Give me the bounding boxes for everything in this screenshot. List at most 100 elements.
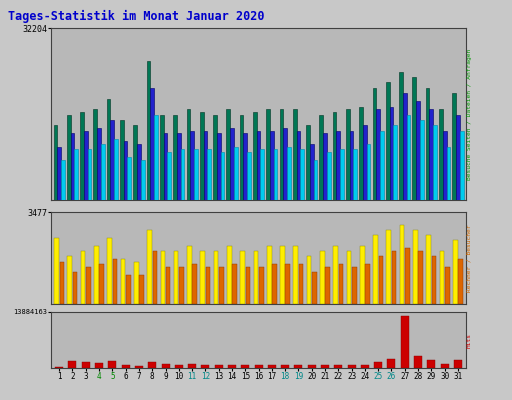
Bar bbox=[228, 364, 236, 368]
Bar bbox=[246, 267, 250, 304]
Bar bbox=[333, 112, 336, 200]
Bar bbox=[134, 262, 139, 304]
Bar bbox=[230, 128, 234, 200]
Bar bbox=[388, 359, 395, 368]
Bar bbox=[188, 364, 196, 368]
Bar bbox=[127, 157, 131, 200]
Bar bbox=[281, 365, 289, 368]
Bar bbox=[82, 362, 90, 368]
Text: Rechner / Besucher: Rechner / Besucher bbox=[467, 224, 472, 292]
Bar bbox=[111, 120, 114, 200]
Bar bbox=[54, 125, 57, 200]
Bar bbox=[392, 251, 396, 304]
Bar bbox=[414, 356, 422, 368]
Bar bbox=[240, 251, 245, 304]
Bar bbox=[266, 109, 270, 200]
Bar bbox=[148, 362, 156, 368]
Bar bbox=[135, 366, 143, 368]
Bar bbox=[439, 109, 443, 200]
Bar bbox=[360, 246, 365, 304]
Bar bbox=[407, 114, 410, 200]
Bar bbox=[217, 133, 221, 200]
Bar bbox=[146, 61, 151, 200]
Bar bbox=[338, 264, 344, 304]
Bar bbox=[373, 235, 378, 304]
Bar bbox=[280, 109, 283, 200]
Bar bbox=[386, 82, 390, 200]
Bar bbox=[94, 246, 99, 304]
Bar bbox=[187, 246, 192, 304]
Bar bbox=[97, 128, 101, 200]
Bar bbox=[293, 246, 298, 304]
Bar bbox=[413, 77, 416, 200]
Bar bbox=[373, 88, 376, 200]
Bar bbox=[214, 251, 218, 304]
Bar bbox=[68, 256, 72, 304]
Bar bbox=[453, 93, 456, 200]
Bar bbox=[323, 133, 327, 200]
Bar bbox=[174, 251, 179, 304]
Bar bbox=[254, 365, 263, 368]
Bar bbox=[99, 264, 104, 304]
Bar bbox=[161, 364, 169, 368]
Bar bbox=[124, 141, 127, 200]
Bar bbox=[348, 365, 356, 368]
Bar bbox=[453, 240, 458, 304]
Bar bbox=[307, 256, 311, 304]
Bar bbox=[374, 362, 382, 368]
Bar bbox=[101, 144, 104, 200]
Bar bbox=[312, 272, 317, 304]
Bar bbox=[280, 246, 285, 304]
Bar bbox=[296, 130, 301, 200]
Bar bbox=[107, 98, 111, 200]
Bar bbox=[327, 152, 331, 200]
Bar bbox=[321, 365, 329, 368]
Bar bbox=[433, 125, 437, 200]
Bar bbox=[320, 251, 325, 304]
Bar bbox=[403, 93, 407, 200]
Bar bbox=[213, 114, 217, 200]
Bar bbox=[257, 130, 261, 200]
Bar bbox=[416, 101, 420, 200]
Bar bbox=[401, 316, 409, 368]
Bar bbox=[153, 251, 157, 304]
Bar bbox=[253, 251, 258, 304]
Bar bbox=[80, 112, 84, 200]
Bar bbox=[363, 125, 367, 200]
Bar bbox=[387, 230, 391, 304]
Bar bbox=[405, 248, 410, 304]
Bar bbox=[164, 133, 167, 200]
Bar bbox=[420, 120, 423, 200]
Bar bbox=[204, 130, 207, 200]
Bar bbox=[243, 133, 247, 200]
Bar bbox=[333, 246, 338, 304]
Bar bbox=[151, 88, 154, 200]
Bar bbox=[299, 264, 304, 304]
Bar bbox=[430, 109, 433, 200]
Bar bbox=[175, 365, 183, 368]
Bar bbox=[122, 365, 130, 368]
Bar bbox=[114, 138, 118, 200]
Bar bbox=[418, 251, 423, 304]
Bar bbox=[226, 109, 230, 200]
Bar bbox=[69, 361, 76, 368]
Bar bbox=[241, 365, 249, 368]
Bar bbox=[365, 264, 370, 304]
Bar bbox=[179, 267, 184, 304]
Bar bbox=[446, 146, 450, 200]
Bar bbox=[113, 259, 117, 304]
Bar bbox=[310, 144, 313, 200]
Bar bbox=[293, 109, 296, 200]
Bar bbox=[267, 246, 271, 304]
Bar bbox=[359, 106, 363, 200]
Bar bbox=[367, 144, 371, 200]
Bar bbox=[456, 114, 460, 200]
Bar bbox=[206, 267, 210, 304]
Bar bbox=[441, 364, 449, 368]
Bar bbox=[270, 130, 274, 200]
Bar bbox=[336, 130, 340, 200]
Text: Hits: Hits bbox=[467, 332, 472, 348]
Bar bbox=[126, 275, 131, 304]
Bar bbox=[201, 365, 209, 368]
Bar bbox=[73, 272, 77, 304]
